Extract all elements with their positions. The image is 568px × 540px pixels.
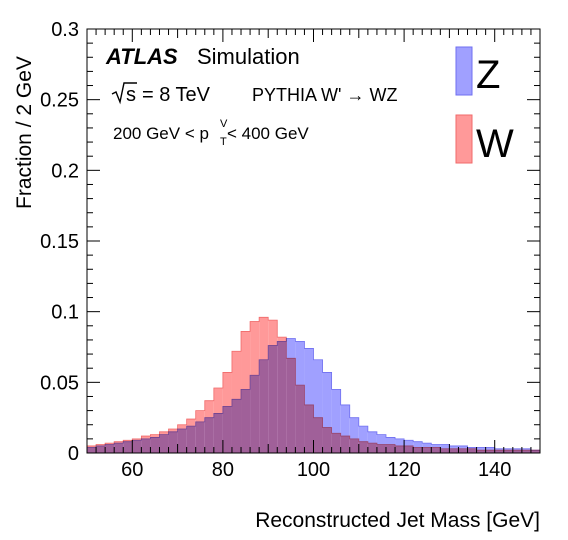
bar-w-bin-0 bbox=[87, 445, 97, 453]
pt-right-text: < 400 GeV bbox=[227, 124, 309, 143]
x-tick-label-80: 80 bbox=[212, 459, 234, 481]
legend-label-w: W bbox=[476, 122, 514, 166]
bar-w-bin-17 bbox=[241, 331, 251, 453]
bar-w-bin-41 bbox=[458, 448, 468, 453]
bar-w-bin-32 bbox=[376, 444, 386, 453]
bar-w-bin-47 bbox=[512, 450, 522, 453]
bar-w-bin-23 bbox=[295, 385, 305, 453]
y-tick-label-0: 0 bbox=[68, 443, 79, 465]
bar-z-bin-31 bbox=[367, 431, 377, 453]
bar-w-bin-14 bbox=[213, 387, 223, 453]
bar-w-bin-38 bbox=[431, 447, 441, 453]
bar-w-bin-25 bbox=[313, 417, 323, 453]
bar-w-bin-44 bbox=[485, 450, 495, 453]
bar-w-bin-9 bbox=[168, 428, 178, 453]
bar-w-bin-6 bbox=[141, 436, 151, 453]
x-tick-label-100: 100 bbox=[297, 459, 330, 481]
series-w-bars bbox=[86, 316, 541, 453]
energy-value-text: = 8 TeV bbox=[142, 84, 211, 106]
bar-w-bin-10 bbox=[177, 424, 187, 453]
bar-w-bin-40 bbox=[449, 448, 459, 453]
x-tick-label-140: 140 bbox=[478, 459, 511, 481]
bar-w-bin-15 bbox=[222, 372, 232, 453]
bar-w-bin-16 bbox=[231, 351, 242, 453]
bar-w-bin-27 bbox=[331, 433, 341, 453]
bar-w-bin-7 bbox=[150, 434, 160, 453]
atlas-label: ATLAS Simulation bbox=[105, 44, 300, 69]
bar-w-bin-34 bbox=[395, 445, 405, 453]
bar-w-bin-3 bbox=[114, 441, 124, 453]
x-tick-label-120: 120 bbox=[387, 459, 420, 481]
bar-w-bin-5 bbox=[132, 438, 142, 453]
generator-text: PYTHIA W' → WZ bbox=[252, 85, 397, 105]
bar-w-bin-29 bbox=[349, 438, 359, 453]
bar-z-bin-28 bbox=[340, 404, 350, 453]
bar-w-bin-45 bbox=[494, 450, 504, 453]
bar-w-bin-21 bbox=[277, 337, 287, 453]
bar-w-bin-39 bbox=[440, 448, 450, 453]
bar-w-bin-35 bbox=[404, 445, 414, 453]
legend: Z W bbox=[455, 46, 514, 166]
x-axis-title: Reconstructed Jet Mass [GeV] bbox=[255, 509, 540, 532]
pt-range-label: 200 GeV < p V T < 400 GeV bbox=[113, 118, 309, 148]
energy-label: s = 8 TeV PYTHIA W' → WZ bbox=[111, 82, 397, 106]
bar-z-bin-32 bbox=[376, 434, 386, 453]
bar-w-bin-33 bbox=[385, 444, 396, 453]
bar-w-bin-22 bbox=[286, 358, 296, 453]
bar-z-bin-29 bbox=[349, 417, 359, 453]
y-tick-label-1: 0.05 bbox=[40, 372, 79, 394]
bar-w-bin-19 bbox=[259, 317, 269, 453]
bar-w-bin-2 bbox=[105, 443, 115, 453]
bar-z-bin-25 bbox=[313, 359, 323, 453]
bar-w-bin-20 bbox=[268, 320, 278, 453]
pt-left-text: 200 GeV < p bbox=[113, 124, 209, 143]
bar-w-bin-42 bbox=[467, 448, 477, 453]
series-w-outline bbox=[86, 316, 541, 453]
simulation-text: Simulation bbox=[197, 44, 300, 69]
y-tick-label-4: 0.2 bbox=[51, 160, 79, 182]
bar-w-bin-46 bbox=[503, 450, 513, 453]
y-axis-title: Fraction / 2 GeV bbox=[13, 56, 36, 209]
bar-w-bin-28 bbox=[340, 436, 350, 453]
pt-subscript-text: T bbox=[220, 136, 227, 148]
legend-label-z: Z bbox=[476, 53, 500, 97]
y-tick-label-3: 0.15 bbox=[40, 231, 79, 253]
atlas-experiment-text: ATLAS bbox=[105, 44, 178, 69]
bar-w-bin-26 bbox=[322, 427, 332, 453]
bar-w-bin-1 bbox=[96, 444, 106, 453]
bar-w-bin-18 bbox=[250, 321, 260, 453]
energy-symbol-text: s bbox=[126, 84, 136, 106]
bar-w-bin-8 bbox=[159, 431, 169, 453]
y-tick-label-6: 0.3 bbox=[51, 19, 79, 41]
bar-w-bin-4 bbox=[123, 440, 133, 453]
bar-w-bin-36 bbox=[413, 447, 423, 453]
legend-swatch-w bbox=[455, 114, 473, 164]
y-tick-label-5: 0.25 bbox=[40, 90, 79, 112]
bar-w-bin-12 bbox=[195, 410, 205, 453]
bar-z-bin-27 bbox=[331, 389, 341, 453]
histogram-bars bbox=[86, 316, 541, 453]
bar-w-bin-24 bbox=[304, 404, 314, 453]
legend-swatch-z bbox=[455, 46, 473, 96]
bar-z-bin-30 bbox=[358, 426, 368, 453]
bar-z-bin-24 bbox=[304, 348, 314, 453]
axis-ticks bbox=[86, 28, 541, 454]
bar-w-bin-37 bbox=[422, 447, 432, 453]
bar-z-bin-26 bbox=[322, 372, 332, 453]
x-tick-label-60: 60 bbox=[121, 459, 143, 481]
bar-w-bin-49 bbox=[530, 450, 540, 453]
bar-w-bin-48 bbox=[521, 450, 531, 453]
pt-superscript-text: V bbox=[220, 118, 228, 130]
tick-labels: 60 80 100 120 140 0 0.05 0.1 0.15 0.2 0.25 0.3 bbox=[40, 19, 511, 481]
y-tick-label-2: 0.1 bbox=[51, 302, 79, 324]
bar-w-bin-31 bbox=[367, 443, 377, 453]
bar-w-bin-30 bbox=[358, 441, 368, 453]
bar-w-bin-43 bbox=[476, 450, 486, 453]
sqrt-symbol bbox=[111, 82, 137, 105]
bar-w-bin-11 bbox=[186, 419, 196, 453]
bar-w-bin-13 bbox=[204, 400, 214, 453]
